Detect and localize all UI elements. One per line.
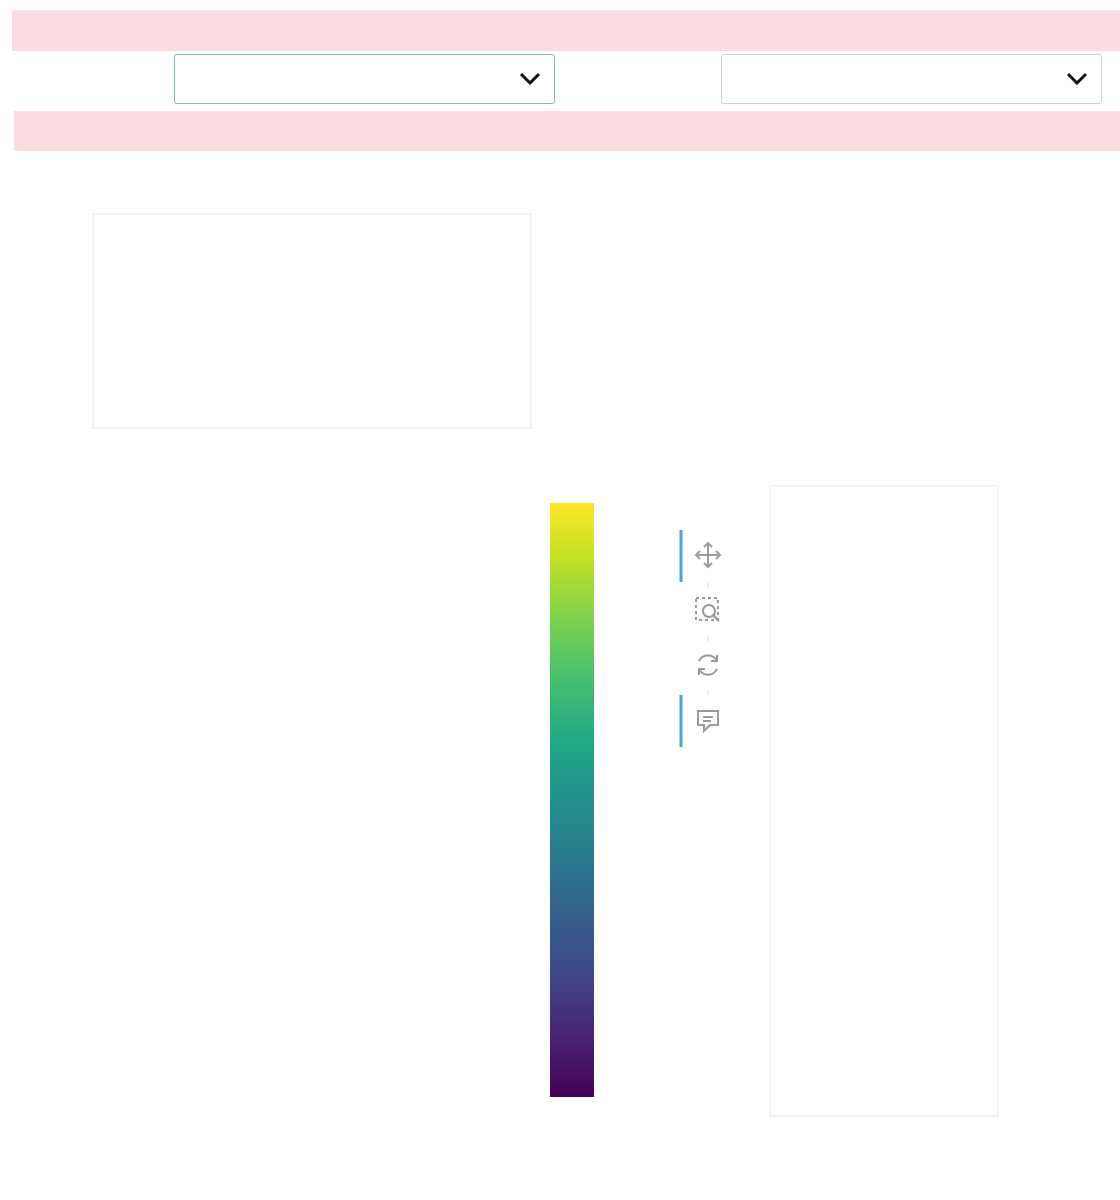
chevron-down-icon — [519, 72, 541, 86]
alert-bar-top — [12, 10, 1120, 51]
right-density-plot — [769, 485, 999, 1117]
alert-bar-bottom — [14, 111, 1120, 151]
pan-tool-icon[interactable] — [694, 541, 722, 569]
product-select[interactable] — [721, 54, 1102, 104]
top-plot-frame — [92, 213, 532, 429]
hover-tool-icon[interactable] — [697, 710, 719, 734]
right-plot-frame — [769, 485, 999, 1117]
box-zoom-icon[interactable] — [695, 597, 720, 622]
colorbar — [550, 503, 594, 1097]
category-select[interactable] — [174, 54, 555, 104]
toolbar — [679, 530, 722, 747]
colorbar-gradient — [550, 503, 594, 1097]
top-density-plot — [92, 213, 532, 429]
chevron-down-icon — [1066, 72, 1088, 86]
reset-icon[interactable] — [698, 654, 718, 676]
